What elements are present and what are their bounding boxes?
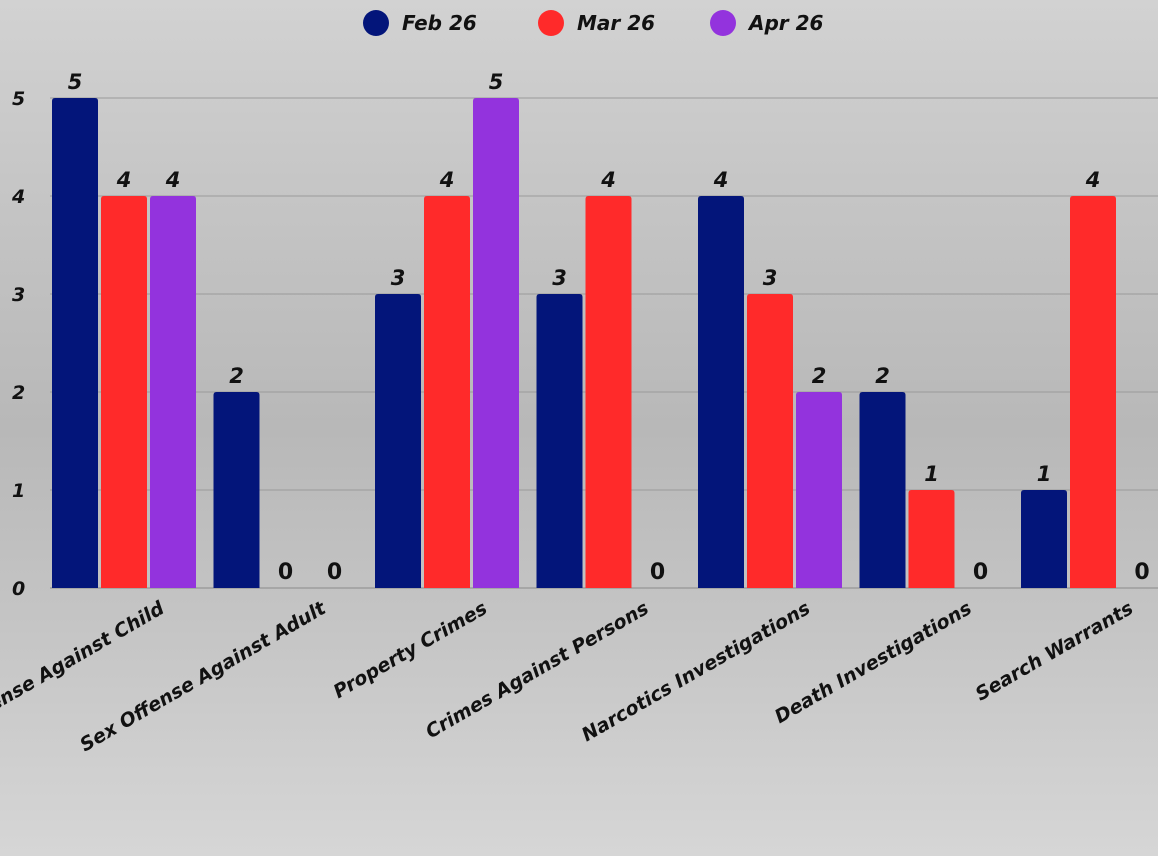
bar: [908, 490, 955, 588]
data-label: 1: [924, 462, 939, 486]
data-label: 3: [391, 266, 406, 290]
bar: [213, 392, 260, 588]
bar: [747, 294, 793, 588]
chart-legend: Feb 26 Mar 26 Apr 26: [363, 10, 824, 36]
legend-marker: [710, 10, 736, 36]
bar: [796, 392, 842, 588]
legend-label: Mar 26: [577, 11, 655, 35]
bar: [536, 294, 583, 588]
x-tick-label: Sex Offense Against Child: [0, 597, 168, 755]
bar: [1070, 196, 1116, 588]
data-label: 5: [489, 70, 504, 94]
data-label: 0: [327, 560, 342, 585]
data-label: 4: [165, 168, 181, 192]
data-label: 0: [278, 560, 293, 585]
bar: [101, 196, 147, 588]
bar: [52, 98, 98, 588]
x-tick-label: Sex Offense Against Adult: [76, 597, 330, 756]
data-label: 4: [600, 168, 616, 192]
y-tick-label: 4: [11, 186, 25, 208]
data-label: 4: [439, 168, 455, 192]
data-label: 4: [1085, 168, 1101, 192]
data-label: 5: [68, 70, 83, 94]
y-tick-label: 1: [12, 480, 25, 502]
y-tick-label: 2: [12, 382, 25, 404]
y-tick-label: 0: [12, 578, 25, 600]
data-label: 4: [116, 168, 132, 192]
data-labels: 5 4 4 2 0 0 3 4 5 3 4 0 4 3 2 2 1 0 1 4 0: [68, 70, 1150, 585]
data-label: 0: [650, 560, 665, 585]
y-axis: 0 1 2 3 4 5: [11, 88, 25, 600]
data-label: 3: [763, 266, 778, 290]
bar: [375, 294, 421, 588]
legend-label: Apr 26: [747, 11, 824, 35]
bar: [1021, 490, 1067, 588]
bar: [473, 98, 519, 588]
y-tick-label: 5: [12, 88, 25, 110]
bar: [698, 196, 744, 588]
data-label: 4: [713, 168, 729, 192]
legend-label: Feb 26: [402, 11, 477, 35]
y-tick-label: 3: [12, 284, 25, 306]
data-label: 0: [973, 560, 988, 585]
bar: [424, 196, 470, 588]
data-label: 2: [229, 364, 244, 388]
legend-marker: [363, 10, 389, 36]
bar: [859, 392, 906, 588]
legend-marker: [538, 10, 564, 36]
data-label: 1: [1037, 462, 1052, 486]
bar: [585, 196, 632, 588]
data-label: 3: [552, 266, 567, 290]
bars: [52, 98, 1116, 588]
x-tick-label: Search Warrants: [972, 597, 1137, 705]
x-tick-label: Property Crimes: [330, 597, 491, 703]
bar: [150, 196, 196, 588]
data-label: 0: [1134, 560, 1149, 585]
data-label: 2: [812, 364, 827, 388]
data-label: 2: [875, 364, 890, 388]
